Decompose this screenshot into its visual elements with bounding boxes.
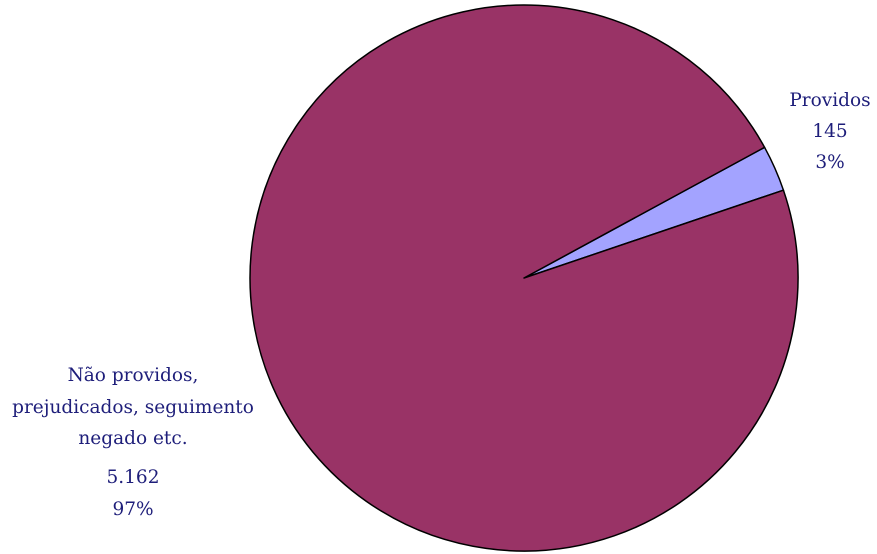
- pie-slice-nao-providos: [249, 4, 799, 552]
- labels-layer: Providos 145 3% Não providos, prejudicad…: [12, 90, 871, 520]
- label-providos-name: Providos: [789, 90, 870, 111]
- label-nao-providos-percent: 97%: [112, 499, 153, 520]
- label-nao-providos-line3: negado etc.: [78, 428, 187, 449]
- slices-layer: [249, 4, 799, 552]
- label-nao-providos-line1: Não providos,: [68, 365, 199, 386]
- label-providos-value: 145: [812, 121, 847, 142]
- label-nao-providos-value: 5.162: [107, 467, 160, 488]
- label-nao-providos-line2: prejudicados, seguimento: [12, 397, 254, 418]
- label-providos-percent: 3%: [815, 152, 844, 173]
